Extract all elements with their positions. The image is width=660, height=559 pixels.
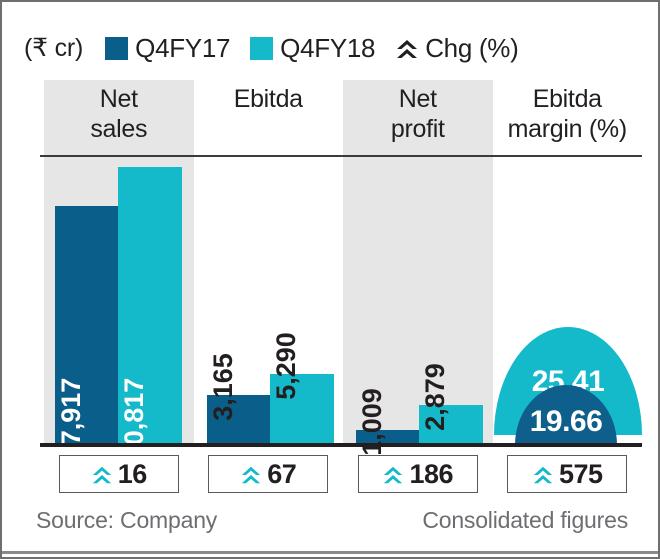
change-box-net-sales[interactable]: 16 (58, 455, 179, 493)
legend-item-change: Chg (%) (395, 32, 519, 64)
bar-net-sales-q4fy17: 17,917 (55, 206, 118, 460)
column-header-net-profit: Net profit (343, 80, 493, 156)
change-box-ebitda-margin[interactable]: 575 (507, 455, 628, 493)
double-chevron-up-icon (395, 37, 419, 61)
bar-label-net-sales-q4fy18: 20,817 (119, 377, 149, 461)
column-header-net-sales-line2: sales (90, 115, 148, 143)
bar-net-profit-q4fy17: 1,009 (356, 388, 419, 456)
bar-label-ebitda-q4fy17: 3,165 (207, 353, 238, 421)
change-value-net-profit: 186 (409, 458, 454, 489)
column-header-ebitda-margin-line2: margin (%) (507, 115, 628, 143)
dome-ebitda-margin-q4fy17: 19.66 (515, 385, 617, 445)
legend-label-change: Chg (%) (425, 32, 519, 63)
bar-label-net-sales-q4fy17: 17,917 (55, 377, 86, 461)
column-header-ebitda-margin-line1: Ebitda (532, 85, 602, 113)
footer-divider-rule (2, 551, 658, 554)
dome-label-ebitda-margin-q4fy17: 19.66 (529, 405, 603, 438)
bar-net-profit-q4fy18: 2,879 (419, 363, 483, 447)
change-box-ebitda[interactable]: 67 (208, 455, 329, 493)
double-chevron-up-icon (240, 464, 262, 486)
column-header-net-sales: Net sales (44, 80, 194, 156)
change-value-net-sales: 16 (117, 458, 148, 489)
double-chevron-up-icon (532, 464, 554, 486)
footer-source: Source: Company (36, 507, 218, 533)
change-box-net-profit[interactable]: 186 (357, 455, 478, 493)
column-header-ebitda-line1: Ebitda (233, 85, 303, 113)
change-row: 16 67 (44, 454, 642, 494)
double-chevron-up-icon (91, 464, 113, 486)
column-header-ebitda-margin: Ebitda margin (%) (493, 80, 643, 156)
column-header-net-profit-line1: Net (398, 85, 437, 113)
legend-swatch-q4fy18 (250, 36, 274, 60)
double-chevron-up-icon (382, 464, 404, 486)
change-cell-ebitda: 67 (194, 454, 344, 494)
bar-label-ebitda-q4fy18: 5,290 (271, 332, 301, 400)
footer-note: Consolidated figures (422, 507, 628, 533)
column-header-net-sales-line1: Net (99, 85, 138, 113)
change-value-ebitda: 67 (267, 458, 297, 489)
change-cell-net-profit: 186 (343, 454, 493, 494)
legend-item-q4fy18: Q4FY18 (250, 32, 376, 64)
column-header-ebitda: Ebitda (194, 80, 344, 156)
column-headers: Net sales Ebitda Net profit Ebitda margin (… (44, 80, 642, 156)
legend-label-q4fy18: Q4FY18 (280, 32, 376, 63)
bar-ebitda-q4fy18: 5,290 (270, 332, 334, 447)
change-cell-net-sales: 16 (44, 454, 194, 494)
chart-legend: (₹ cr) Q4FY17 Q4FY18 Chg (%) (24, 28, 640, 68)
figure-footer: Source: Company Consolidated figures (36, 507, 628, 534)
legend-item-q4fy17: Q4FY17 (105, 33, 230, 64)
bar-ebitda-q4fy17: 3,165 (207, 353, 270, 447)
plot-area: 17,917 20,817 3,165 5,290 1,009 2,879 25… (2, 2, 658, 460)
change-cell-ebitda-margin: 575 (493, 454, 643, 494)
header-divider-rule (40, 155, 642, 157)
legend-label-q4fy17: Q4FY17 (135, 32, 231, 63)
change-value-ebitda-margin: 575 (558, 458, 603, 489)
bar-net-sales-q4fy18: 20,817 (118, 167, 182, 460)
legend-unit-label: (₹ cr) (24, 34, 84, 62)
legend-swatch-q4fy17 (105, 36, 129, 60)
bar-label-net-profit-q4fy18: 2,879 (420, 363, 450, 431)
axis-baseline (40, 443, 642, 447)
column-header-net-profit-line2: profit (390, 115, 445, 143)
